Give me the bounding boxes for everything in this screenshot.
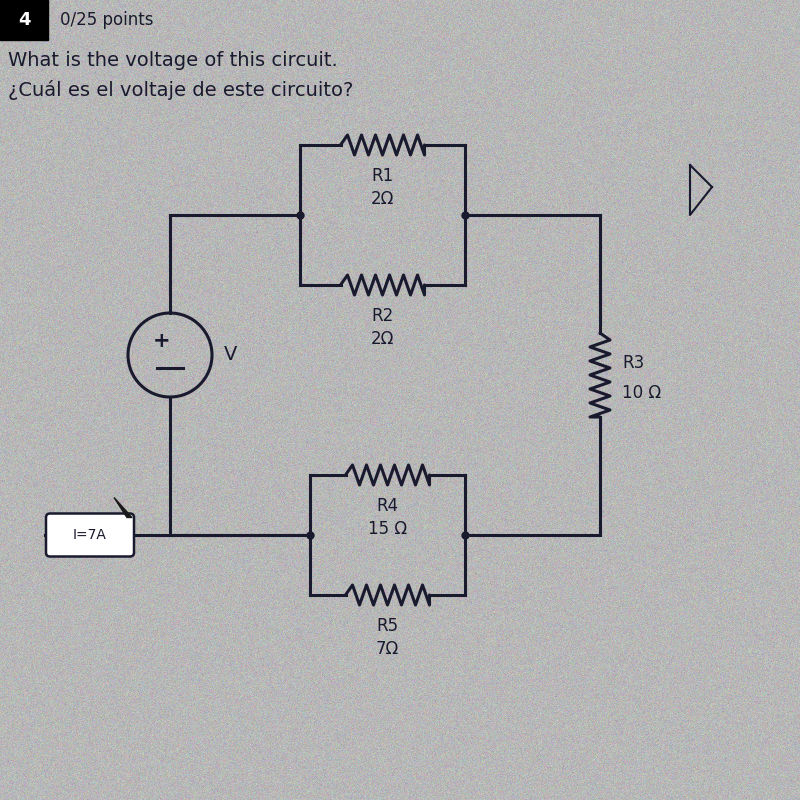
- Polygon shape: [114, 498, 132, 518]
- Text: 15 Ω: 15 Ω: [368, 520, 407, 538]
- Text: 0/25 points: 0/25 points: [60, 11, 154, 29]
- Text: +: +: [153, 331, 171, 351]
- Text: 10 Ω: 10 Ω: [622, 384, 661, 402]
- Text: R3: R3: [622, 354, 644, 372]
- Text: V: V: [224, 346, 238, 365]
- Text: ¿Cuál es el voltaje de este circuito?: ¿Cuál es el voltaje de este circuito?: [8, 80, 354, 100]
- Text: R1: R1: [371, 167, 394, 185]
- Bar: [0, 0, 48, 40]
- Text: 2Ω: 2Ω: [371, 190, 394, 208]
- Text: R2: R2: [371, 307, 394, 325]
- Text: R4: R4: [377, 497, 398, 515]
- Text: 7Ω: 7Ω: [376, 640, 399, 658]
- Text: 4: 4: [18, 11, 30, 29]
- FancyBboxPatch shape: [46, 514, 134, 557]
- Text: R5: R5: [377, 617, 398, 635]
- Text: I=7A: I=7A: [73, 528, 107, 542]
- Text: 2Ω: 2Ω: [371, 330, 394, 348]
- Text: What is the voltage of this circuit.: What is the voltage of this circuit.: [8, 50, 338, 70]
